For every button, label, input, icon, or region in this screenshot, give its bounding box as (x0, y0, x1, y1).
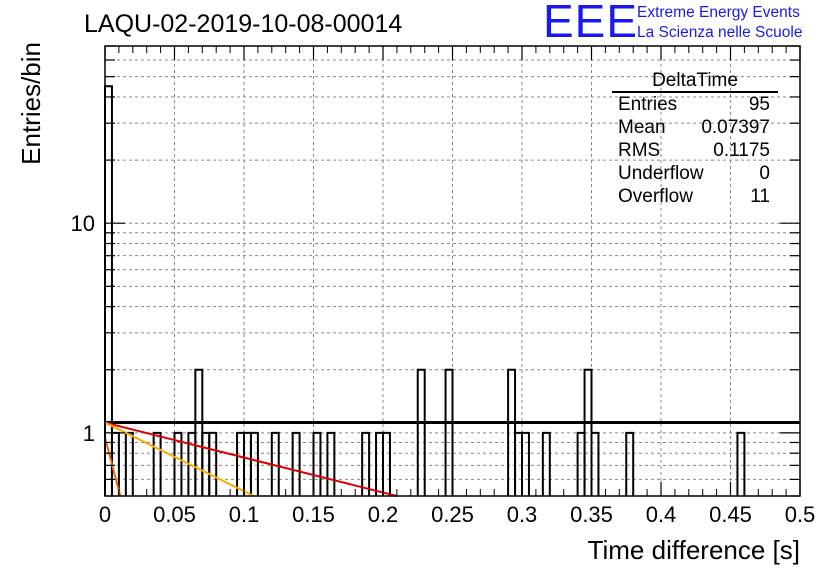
stats-value: 0.1175 (713, 140, 770, 161)
histogram-bar (361, 431, 371, 496)
stats-label: Underflow (618, 163, 704, 184)
x-tick-label: 0.2 (368, 502, 399, 527)
stats-row: Underflow 0 (612, 162, 778, 185)
eee-logo: EEE Extreme Energy Events La Scienza nel… (543, 0, 833, 47)
logo-line-1: Extreme Energy Events (637, 4, 800, 21)
fit-line (104, 421, 398, 497)
x-tick-label: 0 (99, 502, 111, 527)
y-tick-label: 1 (83, 421, 95, 446)
histogram-bar (590, 431, 600, 496)
histogram-bar (382, 431, 391, 496)
histogram-bar (249, 431, 259, 496)
stats-value: 0.07397 (701, 117, 770, 138)
grid-lines (105, 45, 800, 497)
x-tick-labels: 0 0.05 0.1 0.15 0.2 0.25 0.3 0.35 0.4 0.45 0.5 (99, 502, 815, 527)
histogram-bar (326, 431, 336, 496)
x-tick-label: 0.45 (709, 502, 752, 527)
x-tick-label: 0.1 (229, 502, 260, 527)
histogram-bar (625, 431, 635, 496)
chart-title: LAQU-02-2019-10-08-00014 (84, 10, 402, 38)
stats-label: RMS (618, 140, 661, 161)
y-tick-label: 10 (71, 211, 95, 236)
stats-row: Overflow 11 (612, 185, 778, 208)
x-tick-label: 0.4 (646, 502, 677, 527)
histogram-bar (291, 431, 301, 496)
histogram-bar (124, 431, 134, 496)
histogram-bar (444, 368, 454, 496)
x-tick-label: 0.5 (785, 502, 816, 527)
fit-line (104, 437, 122, 497)
stats-value: 11 (750, 186, 770, 207)
x-tick-label: 0.05 (153, 502, 196, 527)
x-tick-label: 0.15 (292, 502, 335, 527)
x-tick-label: 0.35 (570, 502, 613, 527)
stats-label: Overflow (618, 186, 693, 207)
axis-ticks (104, 45, 801, 497)
stats-row: RMS 0.1175 (612, 139, 778, 162)
histogram-bar (104, 85, 113, 496)
histogram-bar (173, 431, 183, 496)
histogram-bar (208, 431, 218, 496)
fit-line (104, 421, 255, 497)
y-axis-label: Entries/bin (16, 42, 46, 165)
stats-value: 95 (748, 94, 770, 115)
stats-label: Mean (618, 117, 666, 138)
stats-box: DeltaTime Entries 95 Mean 0.07397 RMS 0.… (612, 70, 778, 208)
fit-lines (104, 421, 800, 497)
stats-label: Entries (618, 94, 678, 115)
histogram-bar (736, 431, 746, 496)
histogram-bar (312, 431, 322, 496)
stats-title: DeltaTime (612, 70, 778, 93)
stats-row: Mean 0.07397 (612, 116, 778, 139)
logo-text: Extreme Energy Events La Scienza nelle S… (637, 3, 802, 43)
logo-mark: EEE (543, 0, 639, 47)
histogram-bar (521, 431, 530, 496)
histogram-bar (152, 431, 162, 496)
histogram-bar (541, 431, 551, 496)
y-tick-labels: 1 10 (71, 211, 95, 446)
x-axis-label: Time difference [s] (588, 535, 800, 565)
x-tick-label: 0.25 (431, 502, 474, 527)
logo-line-2: La Scienza nelle Scuole (637, 24, 803, 41)
stats-row: Entries 95 (612, 93, 778, 116)
stats-value: 0 (759, 163, 770, 184)
x-tick-label: 0.3 (507, 502, 538, 527)
histogram-bar (416, 368, 426, 496)
